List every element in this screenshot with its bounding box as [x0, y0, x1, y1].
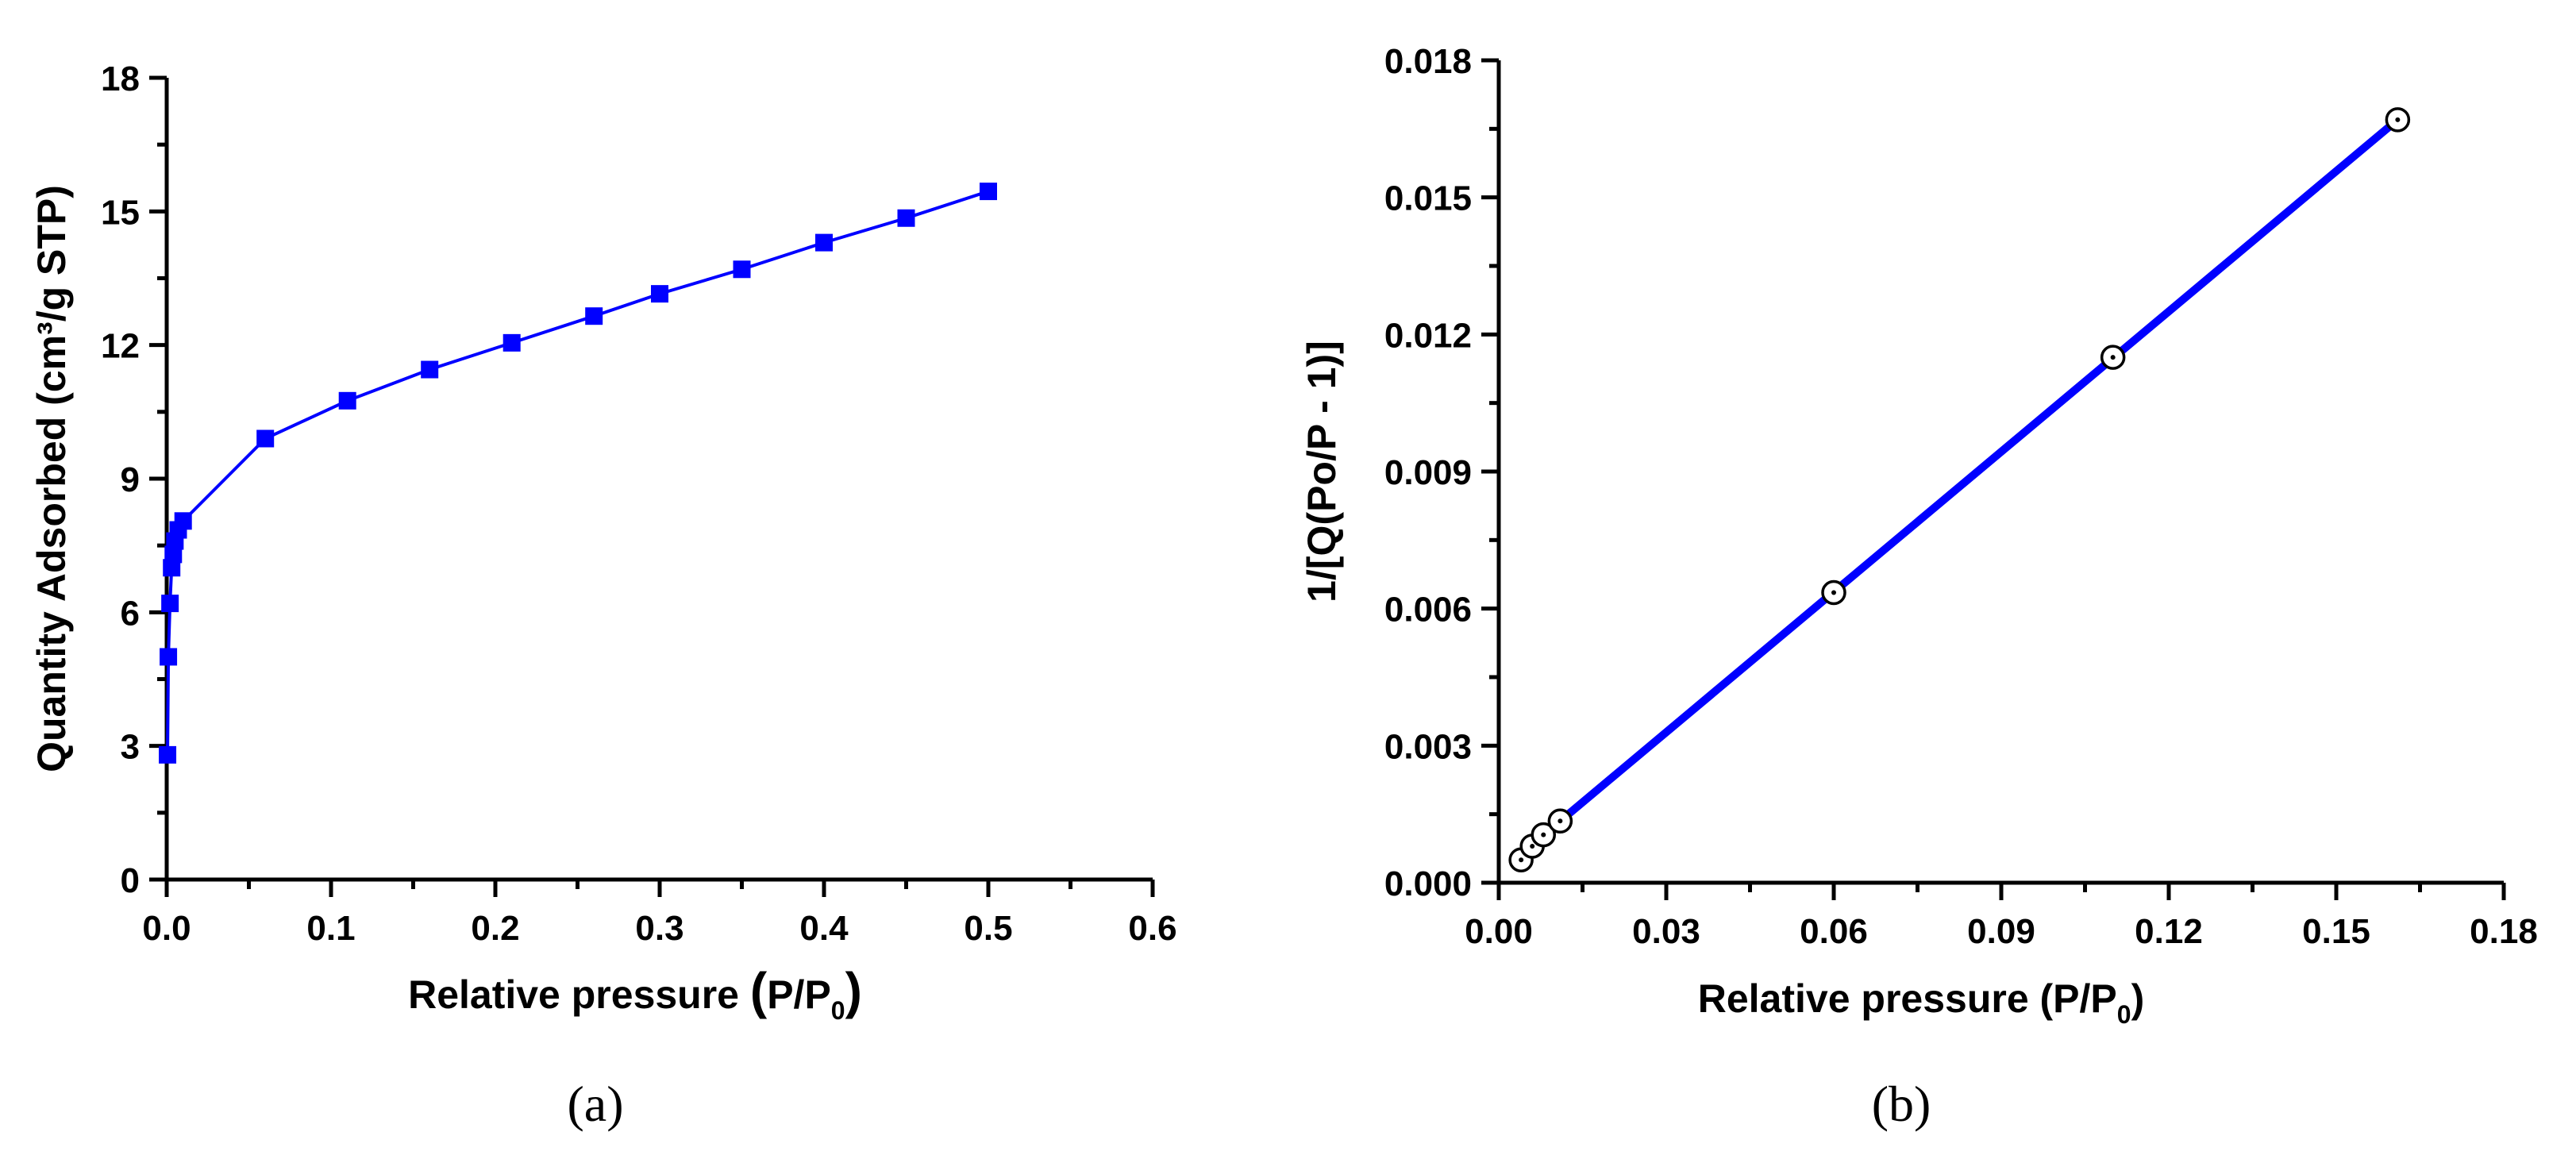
b-y-tick-label: 0.018	[1384, 42, 1472, 81]
chart-a-data-point	[160, 648, 178, 666]
chart-b-data-point-dot	[1530, 843, 1535, 849]
chart-a-data-point	[585, 307, 603, 325]
chart-a-panel-label: (a)	[567, 1076, 623, 1132]
b-x-tick-label: 0.03	[1632, 912, 1700, 951]
b-x-tick-label: 0.15	[2302, 912, 2370, 951]
chart-a-y-axis-title: Quantity Adsorbed (cm³/g STP)	[29, 185, 74, 772]
chart-b-x-title-sub: 0	[2117, 1000, 2131, 1029]
a-y-tick-label: 9	[121, 460, 140, 499]
b-x-tick-label: 0.12	[2135, 912, 2203, 951]
b-y-tick-label: 0.000	[1384, 864, 1472, 903]
chart-b-x-title-main: Relative pressure (P/P	[1698, 976, 2117, 1021]
chart-a-data-point	[421, 360, 439, 379]
chart-a-ticks	[149, 75, 1155, 897]
chart-a-data-point	[161, 595, 179, 613]
chart-b-markers	[1508, 107, 2411, 872]
chart-a-series-line	[166, 190, 989, 755]
chart-a-x-title-close: )	[845, 962, 862, 1019]
chart-a-data-point	[164, 545, 183, 564]
chart-b-x-title-close: )	[2131, 976, 2145, 1021]
a-y-tick-label: 0	[121, 861, 140, 900]
b-y-tick-label: 0.015	[1384, 179, 1472, 218]
b-y-tick-label: 0.009	[1384, 453, 1472, 492]
chart-b-ticks	[1481, 58, 2506, 900]
a-x-tick-label: 0.0	[142, 909, 191, 948]
chart-a-data-point	[159, 745, 177, 764]
a-x-tick-label: 0.1	[306, 909, 355, 948]
chart-panel-b: 0.00 0.03 0.06 0.09 0.12 0.15 0.18 0.0000.0030…	[1300, 42, 2538, 1132]
b-x-tick-label: 0.09	[1967, 912, 2035, 951]
chart-a-data-point	[897, 209, 915, 227]
a-y-tick-label: 15	[101, 193, 140, 232]
chart-a-data-point	[980, 183, 997, 201]
chart-a-data-point	[256, 429, 275, 448]
a-x-tick-label: 0.2	[471, 909, 519, 948]
b-y-tick-label: 0.003	[1384, 727, 1472, 766]
chart-panel-a: 0.0 0.1 0.2 0.3 0.4 0.5 0.6 0 3 6 9 12 15 18 Quantit…	[29, 60, 1177, 1132]
a-y-tick-label: 3	[121, 728, 140, 767]
a-x-tick-label: 0.5	[964, 909, 1012, 948]
chart-a-x-axis-title: Relative pressure (P/P0)	[408, 962, 862, 1025]
chart-b-y-axis-title: 1/[Q(Po/P - 1)]	[1300, 341, 1344, 603]
a-y-tick-label: 12	[101, 327, 140, 366]
chart-b-data-point-dot	[2110, 355, 2116, 360]
a-y-tick-label: 6	[121, 594, 140, 633]
chart-b-data-point-dot	[1831, 590, 1836, 595]
chart-b-y-tick-labels: 0.000 0.003 0.006 0.009 0.012 0.015 0.018	[1384, 42, 1472, 903]
chart-a-data-point	[651, 285, 668, 303]
chart-b-data-point-dot	[1541, 832, 1546, 837]
chart-b-data-point-dot	[1558, 818, 1563, 824]
chart-b-x-axis-title: Relative pressure (P/P0)	[1698, 976, 2144, 1029]
chart-b-panel-label: (b)	[1872, 1076, 1931, 1132]
chart-b-x-tick-labels: 0.00 0.03 0.06 0.09 0.12 0.15 0.18	[1465, 912, 2538, 951]
a-x-tick-label: 0.6	[1128, 909, 1176, 948]
b-x-tick-label: 0.00	[1465, 912, 1533, 951]
chart-a-markers	[159, 183, 997, 764]
chart-b-fit-line	[1558, 116, 2401, 825]
b-x-tick-label: 0.06	[1800, 912, 1868, 951]
chart-a-data-point	[502, 333, 521, 352]
b-x-tick-label: 0.18	[2470, 912, 2538, 951]
chart-a-data-point	[338, 391, 356, 410]
b-y-tick-label: 0.012	[1384, 316, 1472, 355]
chart-a-data-point	[733, 260, 751, 279]
chart-a-data-point	[174, 512, 192, 530]
chart-a-x-title-var: P/P	[767, 972, 831, 1017]
a-y-tick-label: 18	[101, 60, 140, 98]
chart-b-data-point-dot	[2395, 117, 2401, 122]
chart-a-data-point	[815, 233, 833, 252]
chart-a-data-point	[163, 559, 181, 577]
chart-a-x-title-main: Relative pressure	[408, 972, 750, 1017]
chart-a-y-tick-labels: 0 3 6 9 12 15 18	[101, 60, 140, 900]
chart-a-x-title-open: (	[750, 962, 768, 1019]
chart-a-x-tick-labels: 0.0 0.1 0.2 0.3 0.4 0.5 0.6	[142, 909, 1176, 948]
chart-b-data-point-dot	[1519, 857, 1524, 863]
b-y-tick-label: 0.006	[1384, 591, 1472, 629]
a-x-tick-label: 0.3	[635, 909, 683, 948]
chart-a-x-title-sub: 0	[831, 996, 845, 1025]
a-x-tick-label: 0.4	[799, 909, 849, 948]
